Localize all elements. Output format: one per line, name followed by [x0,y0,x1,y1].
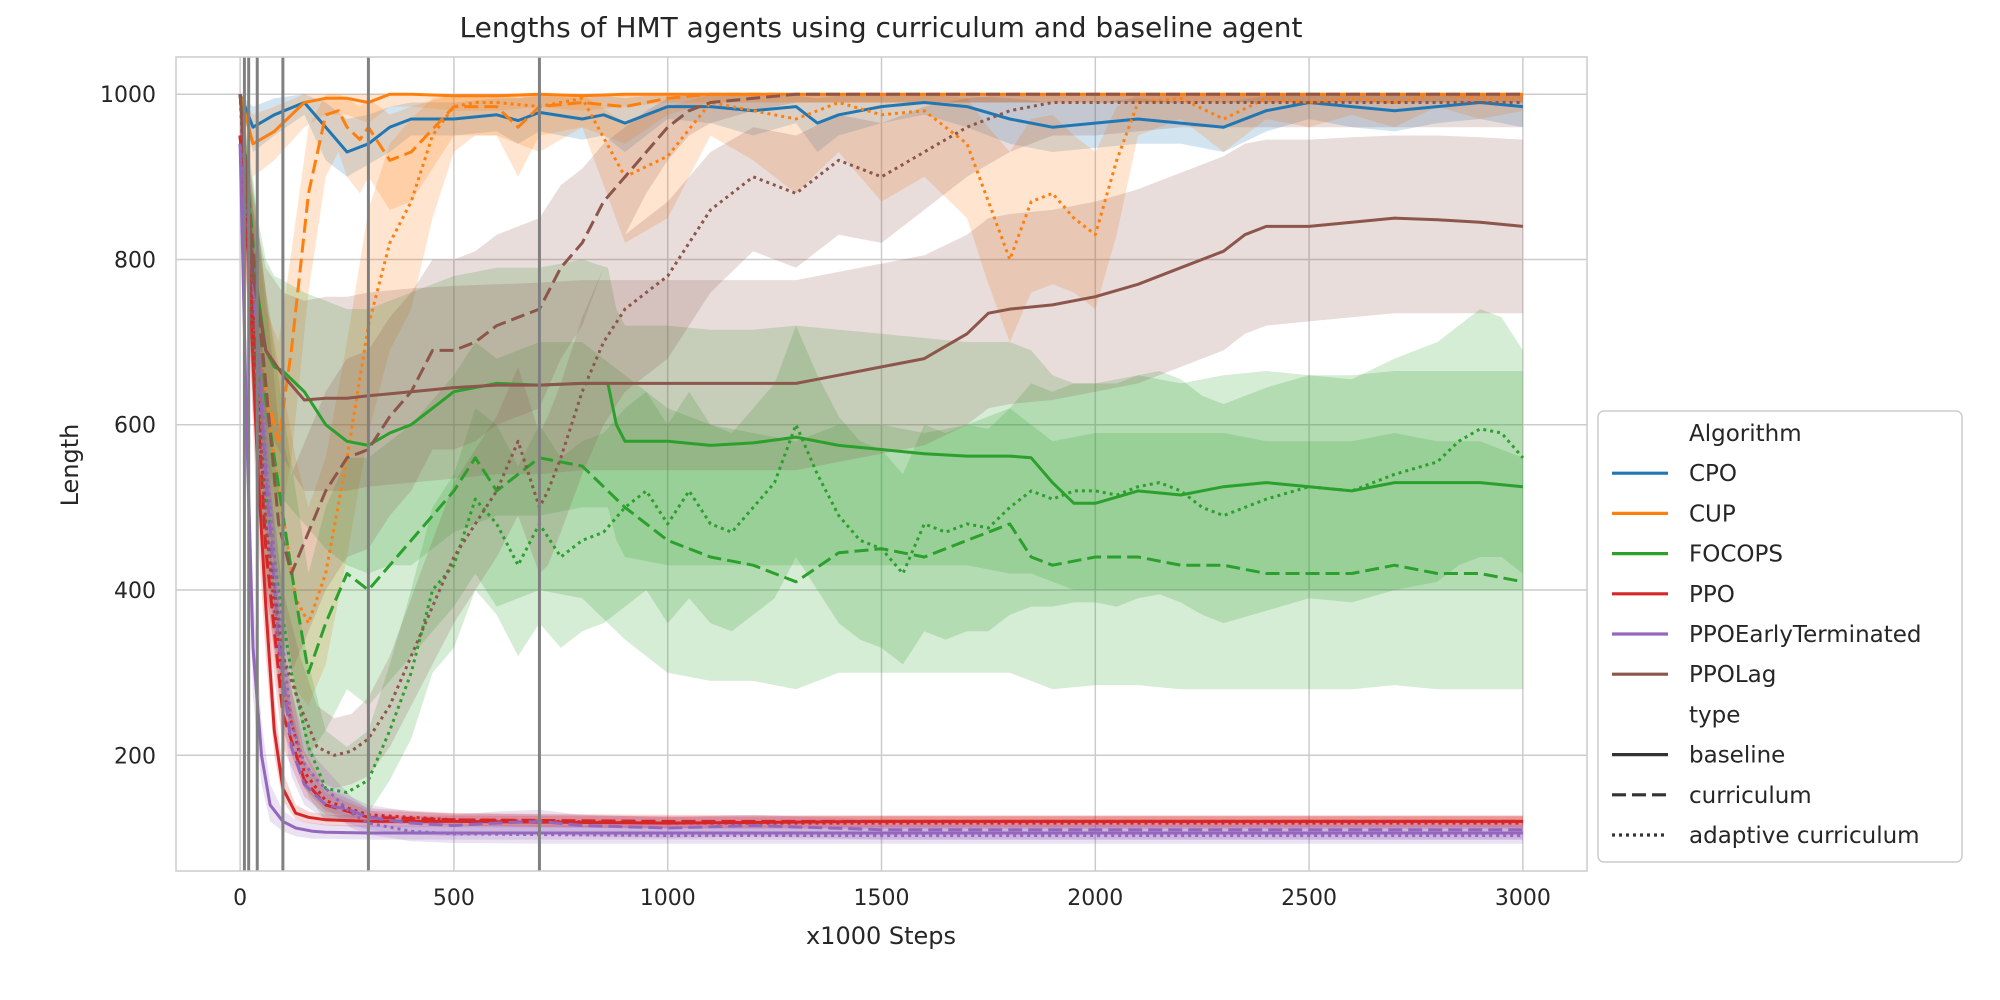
legend-label-ppoearlyterminated: PPOEarlyTerminated [1689,622,1922,648]
band-ppolag-curriculum [240,94,1523,673]
line-focops-curriculum [238,94,1524,675]
legend-label-curriculum: curriculum [1689,783,1812,809]
legend: Algorithm CPO CUP FOCOPS PPO PPOEarlyTerminat… [1597,410,1963,863]
grid [176,57,1587,871]
y-axis-label: Length [56,424,84,507]
x-tick-label: 3000 [1495,886,1551,911]
x-tick-label: 2000 [1067,886,1123,911]
line-ppolag-curriculum [238,92,1523,575]
x-tick-label: 1500 [854,886,910,911]
x-tick-label: 2500 [1281,886,1337,911]
axes-frame [175,56,1588,872]
chart-title: Lengths of HMT agents using curriculum a… [459,11,1302,44]
line-cup-adaptive-curriculum [238,92,1523,625]
x-tick-label: 1000 [640,886,696,911]
legend-label-baseline: baseline [1689,743,1785,769]
line-cpo-baseline [238,93,1524,154]
x-tick-label: 0 [233,886,247,911]
y-tick-label: 800 [114,248,156,273]
tick-labels: 0 500 1000 1500 2000 2500 3000 200 400 600 800 1000 [100,83,1551,911]
band-ppolag-baseline [240,94,1523,491]
line-focops-baseline [238,94,1524,505]
y-tick-label: 1000 [100,83,156,108]
band-focops-baseline [240,94,1523,590]
legend-label-focops: FOCOPS [1689,542,1783,568]
legend-label-cup: CUP [1689,501,1736,527]
band-focops-adaptive-curriculum [240,94,1523,822]
x-axis-label: x1000 Steps [806,922,956,950]
line-ppolag-baseline [238,94,1524,402]
y-tick-label: 600 [114,414,156,439]
y-tick-label: 200 [114,744,156,769]
line-cup-curriculum [238,92,1523,443]
line-ppoearlyterminated-curriculum [238,143,1523,832]
line-ppolag-adaptive-curriculum [238,94,1523,757]
line-cup-baseline [238,92,1523,146]
line-focops-adaptive-curriculum [238,94,1525,794]
line-ppoearlyterminated-adaptive-curriculum [238,143,1523,837]
legend-label-cpo: CPO [1689,461,1737,487]
legend-label-ppo: PPO [1689,582,1735,608]
legend-label-adaptive-curriculum: adaptive curriculum [1689,823,1920,849]
legend-box [1597,410,1963,863]
legend-title-type: type [1689,702,1740,728]
band-focops-curriculum [240,94,1523,756]
legend-title-algorithm: Algorithm [1689,421,1802,447]
legend-label-ppolag: PPOLag [1689,662,1776,688]
vertical-markers [242,57,541,871]
x-tick-label: 500 [433,886,475,911]
y-tick-label: 400 [114,579,156,604]
